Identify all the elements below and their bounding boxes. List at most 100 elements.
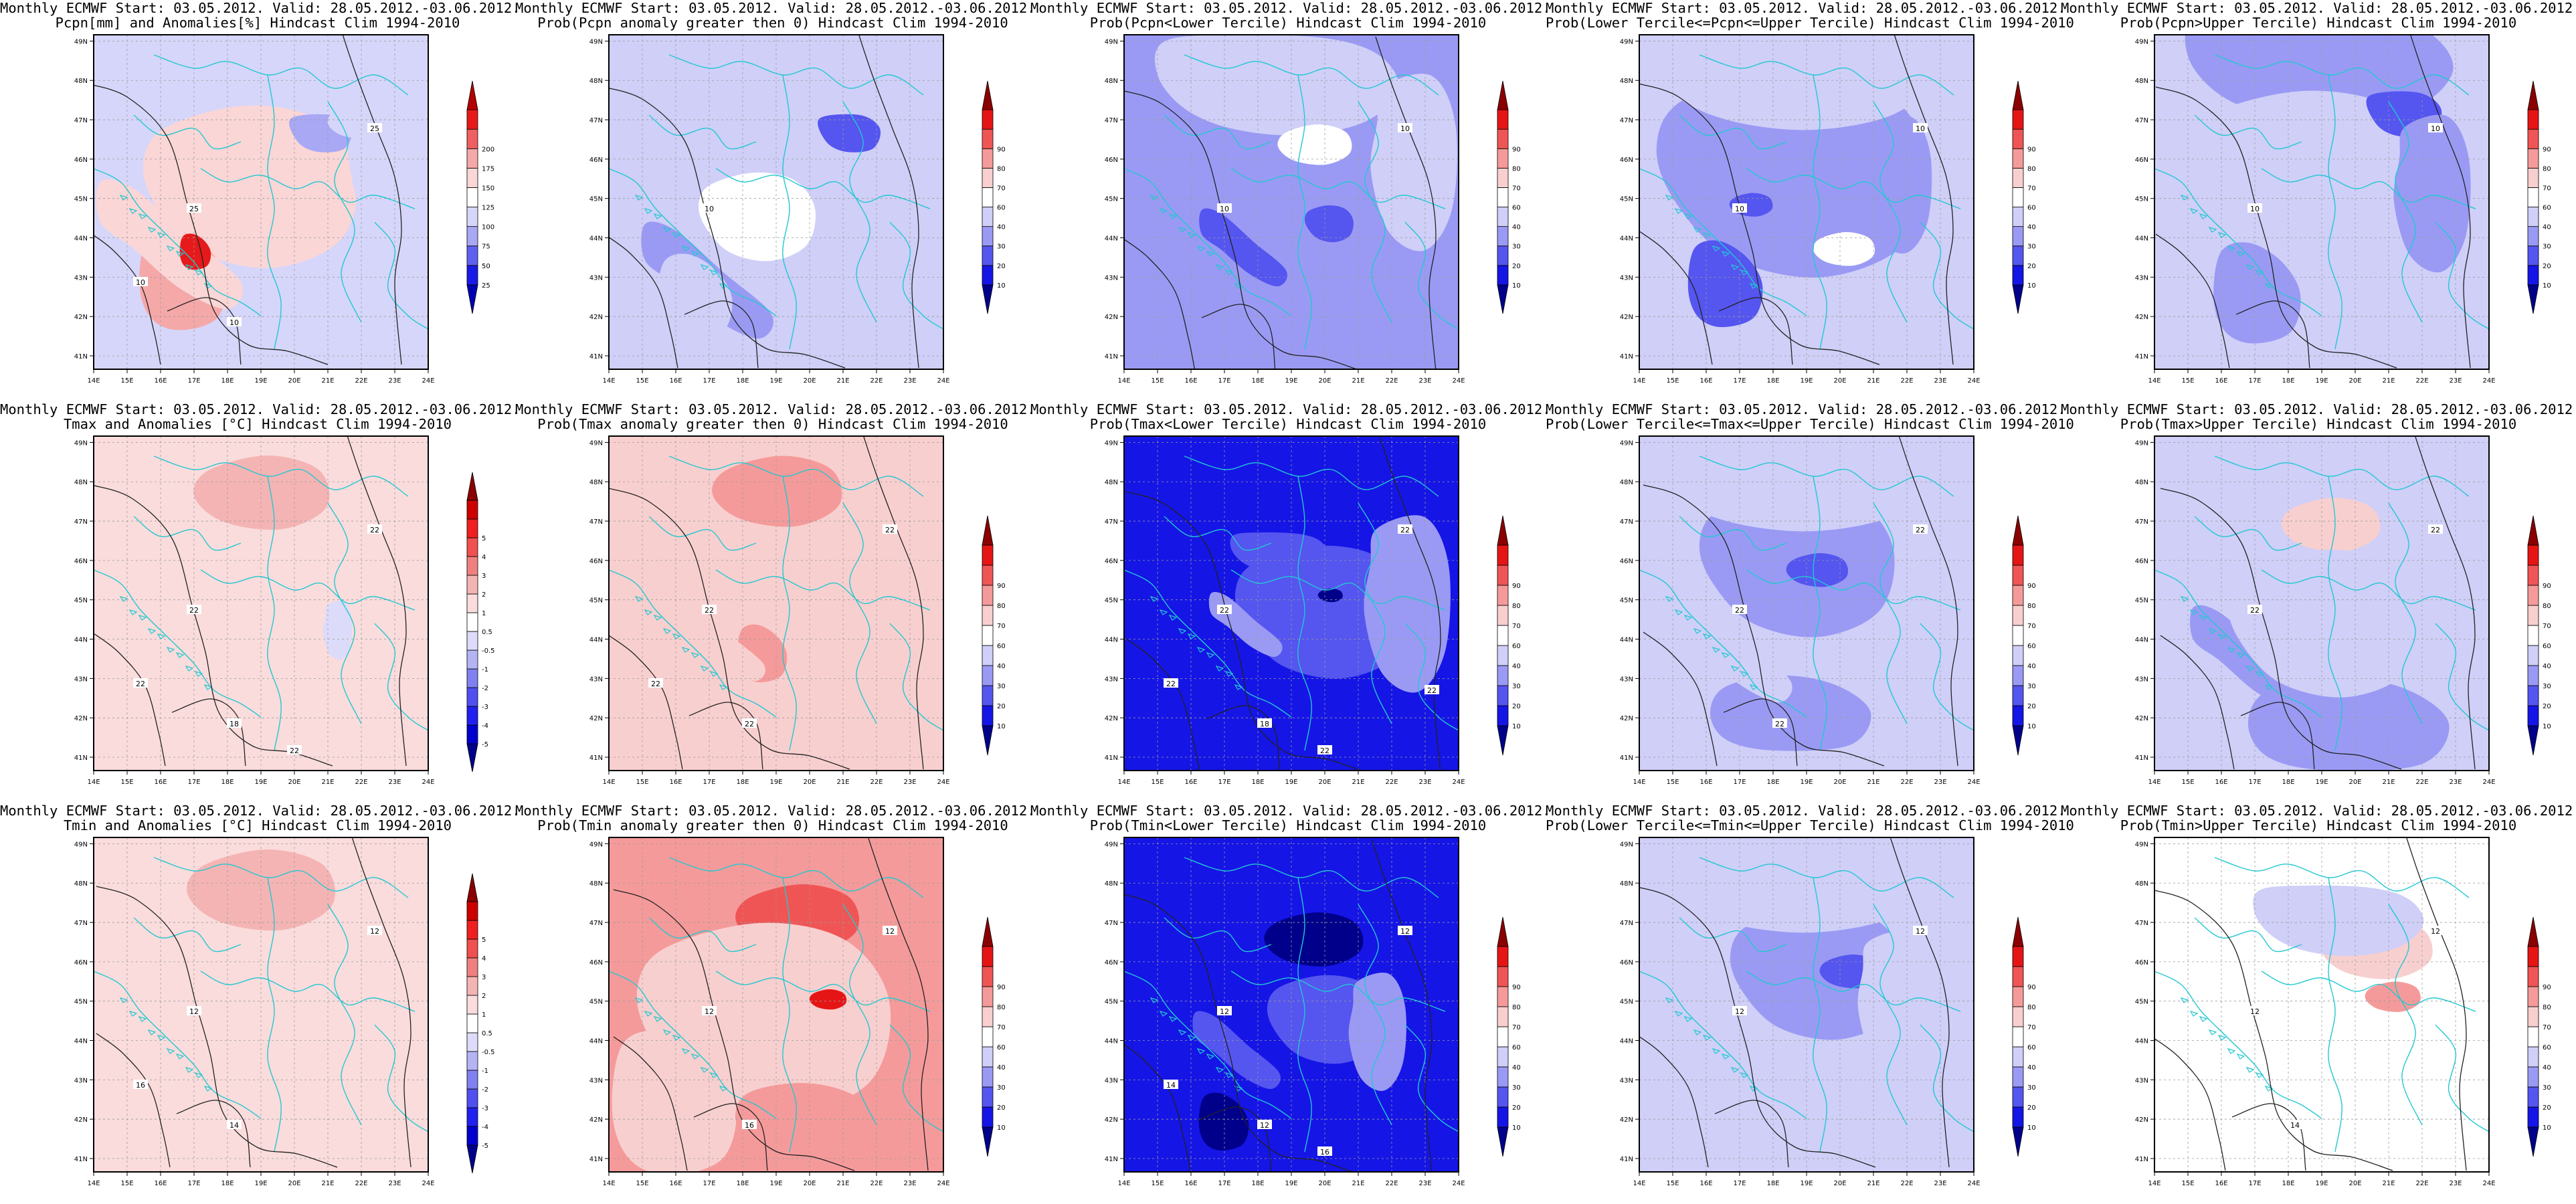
colorbar-label: 30 [1512, 683, 1521, 690]
lon-tick-label: 15E [2181, 779, 2194, 786]
island-outline [1159, 609, 1168, 615]
colorbar-swatch [2527, 1106, 2539, 1128]
isoline-label: 12 [1217, 1006, 1232, 1016]
island-outline [1712, 646, 1721, 653]
island-outline [1159, 207, 1168, 214]
island-outline [2264, 1085, 2274, 1092]
colorbar-swatch [2012, 1126, 2024, 1157]
colorbar-swatch [982, 605, 994, 626]
colorbar-swatch [2527, 946, 2539, 967]
island-outline [1665, 997, 1674, 1003]
colorbar: 10 20 30 40 60 70 80 90 [982, 916, 1006, 1157]
border-line [2435, 1024, 2489, 1132]
colorbar-swatch [466, 920, 478, 940]
lat-tick-label: 47N [1620, 920, 1633, 927]
colorbar-swatch [466, 631, 478, 651]
lat-tick-label: 44N [74, 235, 88, 243]
border-line [668, 857, 924, 898]
island-outline [1674, 1010, 1683, 1017]
island-outline [1712, 245, 1721, 252]
colorbar: 10 20 30 40 60 70 80 90 [2527, 916, 2551, 1157]
colorbar-label: 80 [1512, 165, 1521, 173]
border-line [2154, 971, 2322, 1119]
colorbar-swatch [466, 148, 478, 169]
lon-tick-label: 21E [2382, 377, 2395, 385]
border-line [1746, 971, 1961, 1012]
lon-tick-label: 14E [87, 377, 100, 385]
lon-tick-label: 18E [221, 377, 234, 385]
lon-tick-label: 19E [1285, 377, 1297, 385]
svg-text:10: 10 [705, 205, 714, 213]
border-line [889, 623, 943, 731]
shaded-region [735, 1083, 877, 1149]
island-outline [128, 609, 138, 615]
lon-tick-label: 23E [2449, 1180, 2462, 1187]
border-line [1873, 904, 1908, 1126]
isoline [609, 635, 683, 770]
colorbar-label: -3 [482, 1105, 488, 1112]
isoline [2154, 1038, 2226, 1171]
border-line [1124, 971, 1292, 1119]
colorbar-label: 80 [2027, 165, 2036, 173]
island-outline [672, 1034, 681, 1041]
isoline-label: 14 [227, 1120, 242, 1130]
colorbar-swatch [2012, 585, 2024, 606]
colorbar-swatch [2527, 605, 2539, 626]
colorbar-swatch [466, 649, 478, 670]
colorbar-swatch [2527, 645, 2539, 666]
lat-tick-label: 48N [2135, 78, 2148, 85]
lat-tick-label: 48N [589, 78, 603, 85]
isoline-label: 14 [1164, 1080, 1178, 1090]
svg-text:22: 22 [189, 606, 199, 615]
colorbar-label: -1 [482, 666, 488, 674]
map-panel-pcpn-1: Monthly ECMWF Start: 03.05.2012. Valid: … [0, 0, 521, 401]
lon-tick-label: 21E [1352, 377, 1364, 385]
lon-tick-label: 20E [1833, 1180, 1846, 1187]
shaded-region [1710, 676, 1871, 751]
isoline-label: 12 [883, 926, 897, 936]
border-line [2214, 54, 2470, 96]
shaded-region [1786, 553, 1849, 587]
lon-tick-label: 19E [769, 779, 782, 786]
isoline [862, 436, 924, 770]
colorbar-label: 40 [2027, 1064, 2036, 1072]
map-area: 22 22 41N 42N 43N 44N 45N 46N 47N 48N 49N 14E 15E 16E… [2135, 435, 2496, 786]
lon-tick-label: 21E [321, 779, 334, 786]
lon-tick-label: 16E [154, 377, 167, 385]
map-panel-pcpn-5: Monthly ECMWF Start: 03.05.2012. Valid: … [2061, 0, 2576, 401]
svg-text:22: 22 [1916, 526, 1925, 534]
isoline [609, 88, 846, 369]
island-outline [2236, 651, 2245, 658]
border-line [2194, 917, 2302, 952]
isoline-label: 12 [187, 1006, 201, 1016]
colorbar-label: 10 [2027, 1124, 2036, 1132]
lon-tick-label: 21E [836, 377, 849, 385]
lat-tick-label: 44N [589, 1038, 603, 1045]
lat-tick-label: 47N [1620, 117, 1633, 124]
lon-tick-label: 16E [1184, 377, 1197, 385]
border-line [1230, 168, 1446, 209]
colorbar-label: 10 [1512, 282, 1521, 290]
shaded-region [1643, 436, 1936, 532]
lat-tick-label: 49N [2135, 38, 2148, 45]
lon-tick-label: 14E [1117, 377, 1130, 385]
border-line [133, 516, 242, 551]
panel-header: Monthly ECMWF Start: 03.05.2012. Valid: … [515, 401, 1036, 417]
lon-tick-label: 22E [355, 377, 367, 385]
border-line [609, 569, 777, 718]
svg-text:16: 16 [136, 1081, 145, 1090]
island-outline [653, 1015, 662, 1022]
lon-tick-label: 21E [836, 779, 849, 786]
colorbar-label: 0.5 [482, 629, 492, 636]
svg-text:10: 10 [229, 318, 239, 327]
lon-tick-label: 18E [736, 1180, 749, 1187]
svg-text:12: 12 [2431, 927, 2440, 936]
colorbar-swatch [2012, 685, 2024, 706]
island-outline [128, 207, 138, 214]
lon-tick-label: 21E [1352, 779, 1364, 786]
lon-tick-label: 19E [1800, 1180, 1813, 1187]
shaded-region [1370, 74, 1457, 252]
lat-tick-label: 49N [74, 38, 88, 45]
colorbar-swatch [2527, 1046, 2539, 1068]
island-outline [1683, 614, 1693, 621]
